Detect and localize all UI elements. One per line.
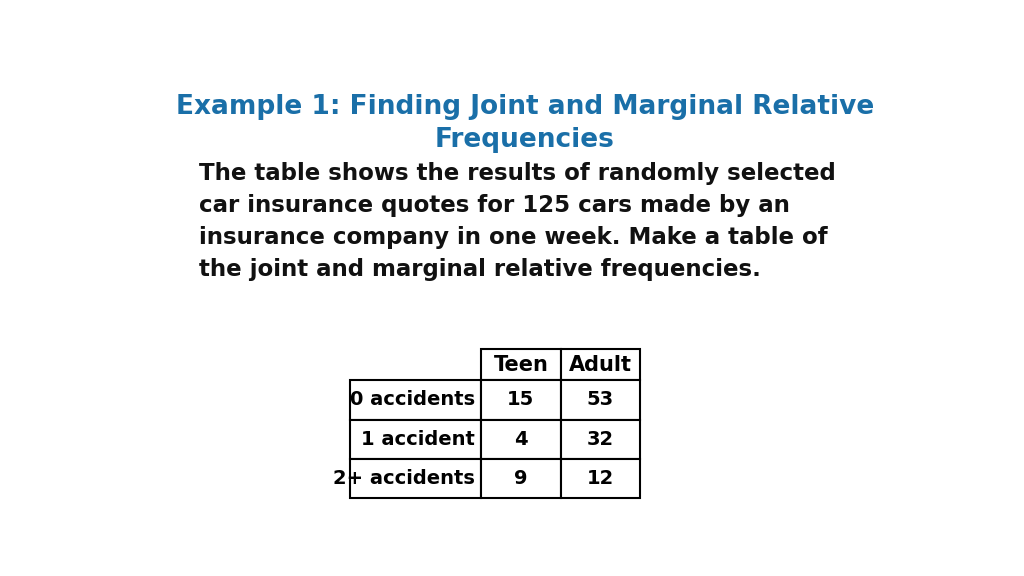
Text: The table shows the results of randomly selected
car insurance quotes for 125 ca: The table shows the results of randomly … xyxy=(200,162,837,281)
Text: 4: 4 xyxy=(514,430,527,449)
Text: 9: 9 xyxy=(514,468,527,487)
Text: 12: 12 xyxy=(587,468,613,487)
Bar xyxy=(481,419,560,458)
Bar xyxy=(560,348,640,381)
Text: Example 1: Finding Joint and Marginal Relative
Frequencies: Example 1: Finding Joint and Marginal Re… xyxy=(176,93,873,153)
Bar xyxy=(481,348,560,381)
Text: 32: 32 xyxy=(587,430,613,449)
Text: 0 accidents: 0 accidents xyxy=(349,391,475,410)
Text: 2+ accidents: 2+ accidents xyxy=(333,468,475,487)
Text: 53: 53 xyxy=(587,391,613,410)
Bar xyxy=(350,381,481,419)
Bar xyxy=(560,381,640,419)
Text: Teen: Teen xyxy=(494,354,548,374)
Bar xyxy=(350,458,481,498)
Text: 15: 15 xyxy=(507,391,535,410)
Bar xyxy=(350,419,481,458)
Text: Adult: Adult xyxy=(568,354,632,374)
Bar xyxy=(560,458,640,498)
Bar xyxy=(481,381,560,419)
Bar xyxy=(481,458,560,498)
Bar xyxy=(560,419,640,458)
Text: 1 accident: 1 accident xyxy=(360,430,475,449)
